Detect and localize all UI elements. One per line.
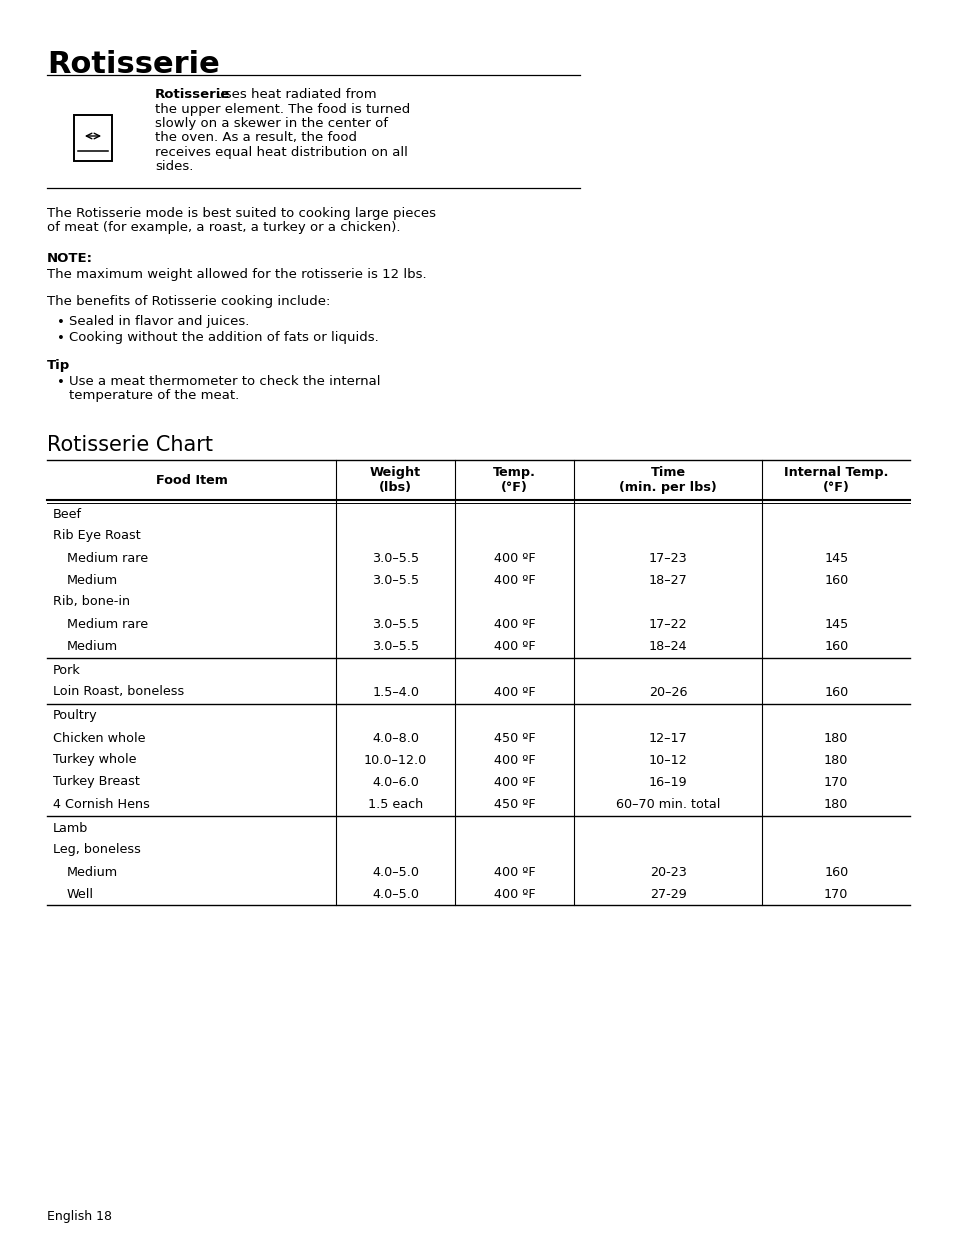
Text: 450 ºF: 450 ºF [494, 798, 535, 810]
Text: of meat (for example, a roast, a turkey or a chicken).: of meat (for example, a roast, a turkey … [47, 221, 400, 235]
Text: Turkey Breast: Turkey Breast [53, 776, 140, 788]
Text: 180: 180 [823, 798, 847, 810]
Text: Rib, bone-in: Rib, bone-in [53, 595, 130, 609]
Text: 145: 145 [823, 552, 847, 564]
Text: English 18: English 18 [47, 1210, 112, 1223]
Text: Internal Temp.
(°F): Internal Temp. (°F) [783, 466, 887, 494]
Text: 450 ºF: 450 ºF [494, 731, 535, 745]
Text: 16–19: 16–19 [648, 776, 687, 788]
Text: 4.0–6.0: 4.0–6.0 [372, 776, 418, 788]
Text: 145: 145 [823, 618, 847, 631]
Text: Food Item: Food Item [155, 473, 227, 487]
Text: 3.0–5.5: 3.0–5.5 [372, 552, 418, 564]
Text: Sealed in flavor and juices.: Sealed in flavor and juices. [69, 315, 249, 329]
Text: Use a meat thermometer to check the internal: Use a meat thermometer to check the inte… [69, 375, 380, 388]
Text: 4.0–5.0: 4.0–5.0 [372, 866, 418, 878]
Text: 400 ºF: 400 ºF [494, 573, 535, 587]
Text: 20-23: 20-23 [649, 866, 686, 878]
Text: 20–26: 20–26 [648, 685, 687, 699]
Text: Well: Well [67, 888, 94, 900]
Text: Medium: Medium [67, 573, 118, 587]
Text: 170: 170 [823, 888, 847, 900]
Text: 400 ºF: 400 ºF [494, 753, 535, 767]
Text: 180: 180 [823, 753, 847, 767]
Bar [74, 115, 112, 161]
Text: 17–22: 17–22 [648, 618, 687, 631]
Text: Rotisserie Chart: Rotisserie Chart [47, 435, 213, 454]
Text: 3.0–5.5: 3.0–5.5 [372, 618, 418, 631]
Text: •: • [57, 332, 65, 345]
Text: Lamb: Lamb [53, 821, 89, 835]
Text: 400 ºF: 400 ºF [494, 618, 535, 631]
Text: Rotisserie: Rotisserie [154, 88, 230, 101]
Text: receives equal heat distribution on all: receives equal heat distribution on all [154, 146, 408, 159]
Text: 160: 160 [823, 866, 847, 878]
Text: 1.5 each: 1.5 each [368, 798, 423, 810]
Text: 400 ºF: 400 ºF [494, 866, 535, 878]
Text: Leg, boneless: Leg, boneless [53, 844, 141, 857]
Text: Loin Roast, boneless: Loin Roast, boneless [53, 685, 184, 699]
Text: Pork: Pork [53, 663, 81, 677]
Text: Chicken whole: Chicken whole [53, 731, 146, 745]
Text: 3.0–5.5: 3.0–5.5 [372, 573, 418, 587]
Text: The benefits of Rotisserie cooking include:: The benefits of Rotisserie cooking inclu… [47, 295, 330, 308]
Text: sides.: sides. [154, 161, 193, 173]
Text: 4.0–8.0: 4.0–8.0 [372, 731, 418, 745]
Text: Time
(min. per lbs): Time (min. per lbs) [618, 466, 717, 494]
Text: 1.5–4.0: 1.5–4.0 [372, 685, 418, 699]
Text: 180: 180 [823, 731, 847, 745]
Text: Tip: Tip [47, 359, 71, 372]
Text: slowly on a skewer in the center of: slowly on a skewer in the center of [154, 117, 388, 130]
Text: Rotisserie: Rotisserie [47, 49, 219, 79]
Text: Medium rare: Medium rare [67, 552, 148, 564]
Text: •: • [57, 316, 65, 329]
Text: 400 ºF: 400 ºF [494, 776, 535, 788]
Text: Medium: Medium [67, 866, 118, 878]
Text: Poultry: Poultry [53, 709, 97, 722]
Text: 400 ºF: 400 ºF [494, 640, 535, 652]
Text: 17–23: 17–23 [648, 552, 687, 564]
Text: 4.0–5.0: 4.0–5.0 [372, 888, 418, 900]
Text: temperature of the meat.: temperature of the meat. [69, 389, 239, 403]
Text: 4 Cornish Hens: 4 Cornish Hens [53, 798, 150, 810]
Text: uses heat radiated from: uses heat radiated from [212, 88, 376, 101]
Text: Weight
(lbs): Weight (lbs) [370, 466, 421, 494]
Text: The Rotisserie mode is best suited to cooking large pieces: The Rotisserie mode is best suited to co… [47, 207, 436, 220]
Text: 3.0–5.5: 3.0–5.5 [372, 640, 418, 652]
Text: Medium: Medium [67, 640, 118, 652]
Text: NOTE:: NOTE: [47, 252, 92, 266]
Text: 10.0–12.0: 10.0–12.0 [364, 753, 427, 767]
Text: •: • [57, 375, 65, 389]
Text: 170: 170 [823, 776, 847, 788]
Text: Rib Eye Roast: Rib Eye Roast [53, 530, 141, 542]
Text: the upper element. The food is turned: the upper element. The food is turned [154, 103, 410, 116]
Text: Beef: Beef [53, 508, 82, 520]
Text: 400 ºF: 400 ºF [494, 552, 535, 564]
Text: 60–70 min. total: 60–70 min. total [616, 798, 720, 810]
Text: 160: 160 [823, 685, 847, 699]
Text: Temp.
(°F): Temp. (°F) [493, 466, 536, 494]
Text: 400 ºF: 400 ºF [494, 685, 535, 699]
Text: 10–12: 10–12 [648, 753, 687, 767]
Text: Turkey whole: Turkey whole [53, 753, 136, 767]
Text: The maximum weight allowed for the rotisserie is 12 lbs.: The maximum weight allowed for the rotis… [47, 268, 426, 282]
Text: 160: 160 [823, 640, 847, 652]
Text: Medium rare: Medium rare [67, 618, 148, 631]
Text: 400 ºF: 400 ºF [494, 888, 535, 900]
Text: Cooking without the addition of fats or liquids.: Cooking without the addition of fats or … [69, 331, 378, 345]
Text: 27-29: 27-29 [649, 888, 686, 900]
Text: 12–17: 12–17 [648, 731, 687, 745]
Text: 18–24: 18–24 [648, 640, 687, 652]
Text: the oven. As a result, the food: the oven. As a result, the food [154, 131, 356, 144]
Text: 160: 160 [823, 573, 847, 587]
Text: 18–27: 18–27 [648, 573, 687, 587]
